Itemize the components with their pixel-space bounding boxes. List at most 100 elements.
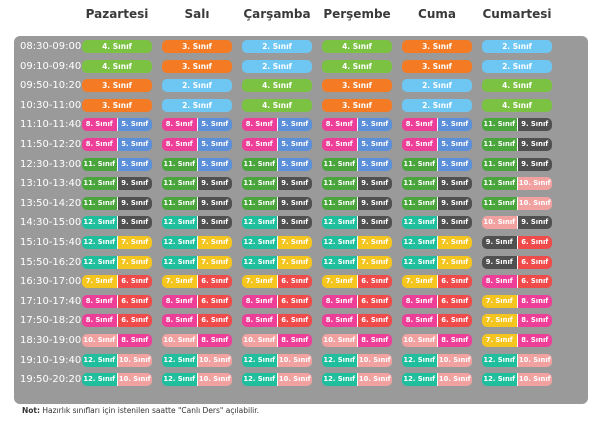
class-pill: 11. Sınıf bbox=[162, 157, 197, 171]
class-pill: 12. Sınıf bbox=[82, 216, 117, 230]
class-pill: 8. Sınıf bbox=[402, 138, 437, 151]
class-pill: 3. Sınıf bbox=[82, 79, 152, 93]
lesson-cell: 7. Sınıf 6. Sınıf bbox=[402, 275, 472, 289]
table-row: 10:30-11:00 3. Sınıf 2. Sınıf 4. Sınıf 3. Sı… bbox=[14, 97, 588, 114]
class-pill: 11. Sınıf bbox=[482, 177, 517, 191]
class-pill: 6. Sınıf bbox=[356, 314, 392, 328]
table-row: 13:50-14:20 11. Sınıf 9. Sınıf 11. Sınıf 9. … bbox=[14, 195, 588, 212]
lesson-cell: 7. Sınıf 8. Sınıf bbox=[482, 314, 552, 328]
table-row: 17:10-17:40 8. Sınıf 6. Sınıf 8. Sınıf 6. Sı… bbox=[14, 293, 588, 310]
class-pill: 5. Sınıf bbox=[276, 157, 312, 171]
class-pill: 5. Sınıf bbox=[116, 138, 152, 151]
class-pill: 11. Sınıf bbox=[322, 157, 357, 171]
lesson-cell: 8. Sınıf 5. Sınıf bbox=[242, 138, 312, 151]
class-pill: 10. Sınıf bbox=[196, 353, 232, 367]
lesson-cell: 11. Sınıf 9. Sınıf bbox=[82, 177, 152, 191]
lesson-cell: 2. Sınıf bbox=[482, 40, 552, 53]
class-pill: 5. Sınıf bbox=[116, 118, 152, 132]
lesson-cell: 12. Sınıf 10. Sınıf bbox=[82, 353, 152, 367]
class-pill: 9. Sınıf bbox=[196, 216, 232, 230]
class-pill: 11. Sınıf bbox=[402, 177, 437, 191]
class-pill: 10. Sınıf bbox=[82, 334, 117, 347]
class-pill: 7. Sınıf bbox=[482, 334, 517, 347]
lesson-cell: 12. Sınıf 10. Sınıf bbox=[482, 373, 552, 387]
lesson-cell: 2. Sınıf bbox=[162, 79, 232, 93]
class-pill: 12. Sınıf bbox=[82, 373, 117, 387]
lesson-cell: 8. Sınıf 5. Sınıf bbox=[242, 118, 312, 132]
class-pill: 9. Sınıf bbox=[356, 216, 392, 230]
lesson-cell: 10. Sınıf 8. Sınıf bbox=[82, 334, 152, 347]
lesson-cell: 3. Sınıf bbox=[82, 79, 152, 93]
lesson-cell: 12. Sınıf 10. Sınıf bbox=[402, 353, 472, 367]
class-pill: 10. Sınıf bbox=[276, 353, 312, 367]
class-pill: 4. Sınıf bbox=[322, 40, 392, 53]
lesson-cell: 12. Sınıf 10. Sınıf bbox=[82, 373, 152, 387]
class-pill: 11. Sınıf bbox=[242, 196, 277, 210]
class-pill: 10. Sınıf bbox=[196, 373, 232, 387]
lesson-cell: 11. Sınıf 9. Sınıf bbox=[482, 138, 552, 151]
class-pill: 2. Sınıf bbox=[482, 40, 552, 53]
class-pill: 9. Sınıf bbox=[196, 177, 232, 191]
class-pill: 7. Sınıf bbox=[436, 255, 472, 269]
table-row: 11:50-12:20 8. Sınıf 5. Sınıf 8. Sınıf 5. Sı… bbox=[14, 136, 588, 153]
lesson-cell: 8. Sınıf 5. Sınıf bbox=[162, 118, 232, 132]
class-pill: 8. Sınıf bbox=[162, 294, 197, 308]
class-pill: 5. Sınıf bbox=[196, 138, 232, 151]
class-pill: 6. Sınıf bbox=[116, 314, 152, 328]
class-pill: 12. Sınıf bbox=[242, 353, 277, 367]
class-pill: 2. Sınıf bbox=[242, 59, 312, 73]
table-row: 17:50-18:20 8. Sınıf 6. Sınıf 8. Sınıf 6. Sı… bbox=[14, 312, 588, 329]
time-slot: 13:10-13:40 bbox=[20, 178, 82, 190]
lesson-cell: 11. Sınıf 5. Sınıf bbox=[82, 157, 152, 171]
lesson-cell: 8. Sınıf 6. Sınıf bbox=[242, 314, 312, 328]
class-pill: 7. Sınıf bbox=[482, 314, 517, 328]
class-pill: 7. Sınıf bbox=[436, 236, 472, 249]
lesson-cell: 11. Sınıf 10. Sınıf bbox=[482, 196, 552, 210]
lesson-cell: 8. Sınıf 6. Sınıf bbox=[82, 294, 152, 308]
time-slot: 11:50-12:20 bbox=[20, 139, 82, 150]
lesson-cell: 11. Sınıf 9. Sınıf bbox=[322, 196, 392, 210]
class-pill: 11. Sınıf bbox=[402, 157, 437, 171]
lesson-cell: 3. Sınıf bbox=[162, 40, 232, 53]
lesson-cell: 2. Sınıf bbox=[162, 98, 232, 112]
class-pill: 9. Sınıf bbox=[516, 138, 552, 151]
class-pill: 8. Sınıf bbox=[322, 118, 357, 132]
lesson-cell: 11. Sınıf 5. Sınıf bbox=[402, 157, 472, 171]
lesson-cell: 8. Sınıf 6. Sınıf bbox=[162, 314, 232, 328]
lesson-cell: 12. Sınıf 10. Sınıf bbox=[242, 353, 312, 367]
class-pill: 8. Sınıf bbox=[402, 314, 437, 328]
lesson-cell: 8. Sınıf 6. Sınıf bbox=[322, 314, 392, 328]
lesson-cell: 9. Sınıf 6. Sınıf bbox=[482, 236, 552, 249]
lesson-cell: 12. Sınıf 7. Sınıf bbox=[162, 255, 232, 269]
class-pill: 11. Sınıf bbox=[162, 196, 197, 210]
table-row: 08:30-09:00 4. Sınıf 3. Sınıf 2. Sınıf 4. Sı… bbox=[14, 38, 588, 55]
class-pill: 8. Sınıf bbox=[162, 314, 197, 328]
class-pill: 10. Sınıf bbox=[116, 353, 152, 367]
lesson-cell: 11. Sınıf 10. Sınıf bbox=[482, 177, 552, 191]
class-pill: 12. Sınıf bbox=[402, 373, 437, 387]
table-row: 19:10-19:40 12. Sınıf 10. Sınıf 12. Sınıf 10… bbox=[14, 352, 588, 369]
class-pill: 10. Sınıf bbox=[436, 353, 472, 367]
lesson-cell: 12. Sınıf 10. Sınıf bbox=[322, 373, 392, 387]
class-pill: 12. Sınıf bbox=[482, 353, 517, 367]
class-pill: 7. Sınıf bbox=[116, 236, 152, 249]
time-slot: 12:30-13:00 bbox=[20, 158, 82, 170]
class-pill: 11. Sınıf bbox=[162, 177, 197, 191]
class-pill: 10. Sınıf bbox=[162, 334, 197, 347]
lesson-cell: 11. Sınıf 9. Sınıf bbox=[162, 196, 232, 210]
class-pill: 6. Sınıf bbox=[436, 275, 472, 289]
class-pill: 3. Sınıf bbox=[322, 98, 392, 112]
class-pill: 10. Sınıf bbox=[516, 177, 552, 191]
class-pill: 10. Sınıf bbox=[322, 334, 357, 347]
class-pill: 12. Sınıf bbox=[82, 236, 117, 249]
class-pill: 4. Sınıf bbox=[482, 98, 552, 112]
lesson-cell: 11. Sınıf 9. Sınıf bbox=[82, 196, 152, 210]
class-pill: 6. Sınıf bbox=[196, 275, 232, 289]
class-pill: 12. Sınıf bbox=[322, 216, 357, 230]
table-row: 09:10-09:40 4. Sınıf 3. Sınıf 2. Sınıf 4. Sı… bbox=[14, 58, 588, 75]
time-slot: 15:10-15:40 bbox=[20, 237, 82, 248]
lesson-cell: 10. Sınıf 8. Sınıf bbox=[162, 334, 232, 347]
class-pill: 12. Sınıf bbox=[402, 216, 437, 230]
class-pill: 7. Sınıf bbox=[356, 255, 392, 269]
